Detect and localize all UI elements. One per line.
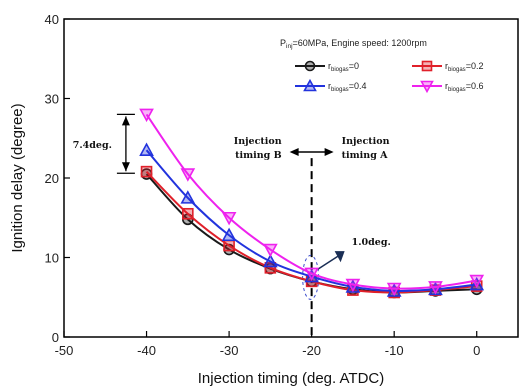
x-tick-label: 0 bbox=[473, 343, 480, 358]
series-layer bbox=[139, 108, 485, 299]
x-tick-label: -30 bbox=[220, 343, 239, 358]
small-pointer-line bbox=[317, 254, 341, 271]
data-point bbox=[303, 78, 317, 92]
legend-entry-0: rbiogas=0 bbox=[295, 60, 359, 73]
axis-ticks: -50 -40 -30 -20 -10 0 0 10 20 30 40 bbox=[45, 12, 481, 358]
data-point bbox=[420, 80, 434, 94]
legend-label: rbiogas=0.6 bbox=[445, 81, 483, 93]
x-tick-label: -20 bbox=[302, 343, 321, 358]
data-point bbox=[263, 253, 278, 268]
data-point bbox=[345, 278, 361, 293]
y-tick-label: 10 bbox=[45, 251, 59, 266]
annotations: 7.4deg. Injection timing B Injection timing … bbox=[73, 113, 391, 300]
data-point bbox=[421, 60, 433, 72]
x-axis-title: Injection timing (deg. ATDC) bbox=[198, 370, 384, 387]
data-point bbox=[469, 274, 485, 289]
data-point bbox=[182, 207, 194, 220]
legend-title: Pinj=60MPa, Engine speed: 1200rpm bbox=[280, 38, 427, 50]
timing-b-label: Injection timing B bbox=[234, 136, 282, 161]
series-3 bbox=[139, 108, 485, 297]
spread-label: 7.4deg. bbox=[73, 140, 112, 151]
timing-arrowhead-right bbox=[324, 148, 334, 156]
data-point bbox=[304, 60, 316, 72]
timing-a-label: Injection timing A bbox=[342, 136, 390, 161]
data-point bbox=[223, 239, 235, 252]
data-point bbox=[386, 282, 402, 297]
spread-arrowhead-down bbox=[121, 162, 130, 172]
data-point bbox=[263, 243, 278, 258]
x-tick-label: -10 bbox=[385, 343, 404, 358]
y-axis-title: Ignition delay (degree) bbox=[9, 103, 26, 252]
y-tick-label: 20 bbox=[45, 171, 59, 186]
y-tick-label: 0 bbox=[52, 330, 59, 345]
legend-entry-2: rbiogas=0.4 bbox=[295, 78, 366, 93]
legend-entry-3: rbiogas=0.6 bbox=[412, 80, 483, 94]
data-point bbox=[304, 267, 319, 282]
x-tick-label: -50 bbox=[55, 343, 74, 358]
data-point bbox=[140, 165, 153, 178]
legend: Pinj=60MPa, Engine speed: 1200rpm rbioga… bbox=[280, 38, 483, 94]
small-spread-label: 1.0deg. bbox=[352, 237, 391, 248]
legend-label: rbiogas=0.4 bbox=[328, 81, 366, 93]
data-point bbox=[469, 276, 485, 291]
y-tick-label: 30 bbox=[45, 92, 59, 107]
data-point bbox=[264, 262, 277, 274]
data-point bbox=[428, 281, 443, 295]
data-point bbox=[139, 142, 154, 156]
series-2 bbox=[139, 142, 485, 297]
data-point bbox=[221, 211, 237, 226]
y-tick-label: 40 bbox=[45, 12, 59, 27]
legend-label: rbiogas=0.2 bbox=[445, 61, 483, 73]
data-point bbox=[221, 227, 237, 242]
spread-arrowhead-up bbox=[121, 116, 130, 126]
small-pointer-head bbox=[334, 251, 345, 263]
x-tick-label: -40 bbox=[137, 343, 156, 358]
timing-arrowhead-left bbox=[289, 148, 299, 156]
series-line bbox=[145, 113, 477, 290]
data-point bbox=[180, 168, 196, 182]
legend-label: rbiogas=0 bbox=[328, 61, 359, 73]
convergence-ellipse bbox=[302, 254, 320, 300]
series-line bbox=[145, 149, 477, 292]
data-point bbox=[139, 108, 154, 123]
data-point bbox=[180, 190, 196, 204]
data-point bbox=[304, 268, 319, 283]
legend-entry-1: rbiogas=0.2 bbox=[412, 60, 483, 73]
